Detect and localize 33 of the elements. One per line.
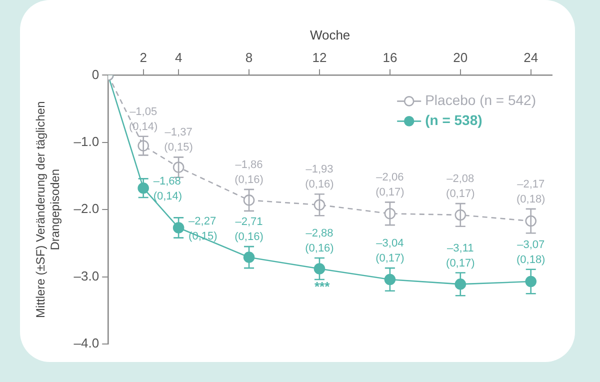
y-tick-label: –4.0: [74, 336, 100, 351]
data-label: –3,07 (0,18): [516, 238, 546, 266]
x-tick-label: 2: [140, 50, 147, 65]
legend-label: Placebo (n = 542): [425, 92, 536, 108]
data-label: –1,86 (0,16): [234, 158, 264, 186]
data-label: –2,88 (0,16): [305, 228, 334, 255]
y-tick-label: –2.0: [74, 201, 100, 216]
y-tick-label: –3.0: [74, 268, 100, 284]
data-label: –1,05 (0,14): [128, 106, 158, 133]
x-tick-label: 16: [382, 50, 398, 65]
data-label: –2,08 (0,17): [446, 173, 475, 200]
data-label: –2,17 (0,18): [516, 178, 546, 206]
x-tick-label: 8: [245, 50, 253, 65]
point: [314, 263, 326, 274]
point: [243, 252, 255, 263]
annotation: ***: [314, 279, 331, 294]
data-label: –2,71 (0,16): [234, 216, 264, 244]
x-axis-title: Woche: [310, 27, 350, 42]
data-label: –1,93 (0,16): [305, 164, 334, 191]
x-tick-label: 24: [524, 50, 538, 65]
data-label: –1,37 (0,15): [164, 126, 193, 154]
y-tick-label: –1.0: [74, 134, 100, 149]
data-label: –1,68 (0,14): [153, 176, 182, 203]
y-tick-label: 0: [92, 66, 100, 82]
data-label: –2,06 (0,17): [376, 172, 404, 199]
data-label: –3,04 (0,17): [376, 238, 404, 265]
y-axis-title: Mittlere (±SF) Veränderung der täglichen Drangepisoden: [34, 101, 62, 318]
legend-label: (n = 538): [425, 112, 482, 128]
point: [172, 222, 184, 234]
x-tick-label: 12: [312, 50, 327, 65]
x-tick-label: 20: [453, 50, 468, 65]
x-tick-label: 4: [174, 50, 182, 65]
data-label: –3,11 (0,17): [446, 242, 475, 270]
